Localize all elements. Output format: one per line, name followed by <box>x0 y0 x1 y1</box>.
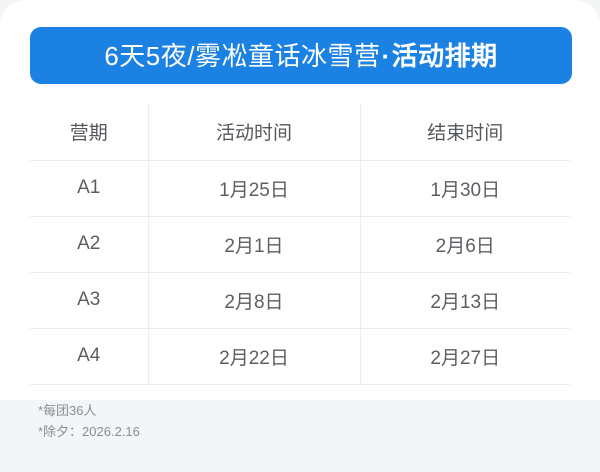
footnote-new-year-eve: *除夕：2026.2.16 <box>38 424 140 439</box>
column-header-end: 结束时间 <box>359 104 570 161</box>
cell-start-date: 2月1日 <box>147 216 360 273</box>
cell-camp: A3 <box>30 272 148 329</box>
table-row: A1 1月25日 1月30日 <box>30 160 570 217</box>
banner-title-normal: 6天5夜/雾凇童话冰雪营 <box>104 40 381 71</box>
banner-title-separator: · <box>381 40 391 71</box>
cell-start-date: 2月8日 <box>147 272 360 329</box>
cell-start-date: 2月22日 <box>147 328 360 385</box>
table-row: A3 2月8日 2月13日 <box>30 272 570 329</box>
cell-end-date: 2月27日 <box>359 328 570 385</box>
cell-end-date: 2月6日 <box>359 216 570 273</box>
banner-title: 6天5夜/雾凇童话冰雪营 · 活动排期 <box>104 43 497 69</box>
schedule-table: 营期 活动时间 结束时间 A1 1月25日 1月30日 A2 2月1日 2月6日… <box>30 104 570 385</box>
cell-end-date: 2月13日 <box>359 272 570 329</box>
cell-end-date: 1月30日 <box>359 160 570 217</box>
table-row: A2 2月1日 2月6日 <box>30 216 570 273</box>
column-header-start: 活动时间 <box>147 104 360 161</box>
cell-camp: A2 <box>30 216 148 273</box>
table-header-row: 营期 活动时间 结束时间 <box>30 104 570 161</box>
footnotes: *每团36人 *除夕：2026.2.16 <box>38 400 438 442</box>
cell-camp: A1 <box>30 160 148 217</box>
banner-header: 6天5夜/雾凇童话冰雪营 · 活动排期 <box>30 27 572 84</box>
cell-start-date: 1月25日 <box>147 160 360 217</box>
cell-camp: A4 <box>30 328 148 385</box>
footnote-group-size: *每团36人 <box>38 403 97 418</box>
column-header-camp: 营期 <box>30 104 148 161</box>
table-row: A4 2月22日 2月27日 <box>30 328 570 385</box>
banner-title-bold: 活动排期 <box>391 40 498 71</box>
